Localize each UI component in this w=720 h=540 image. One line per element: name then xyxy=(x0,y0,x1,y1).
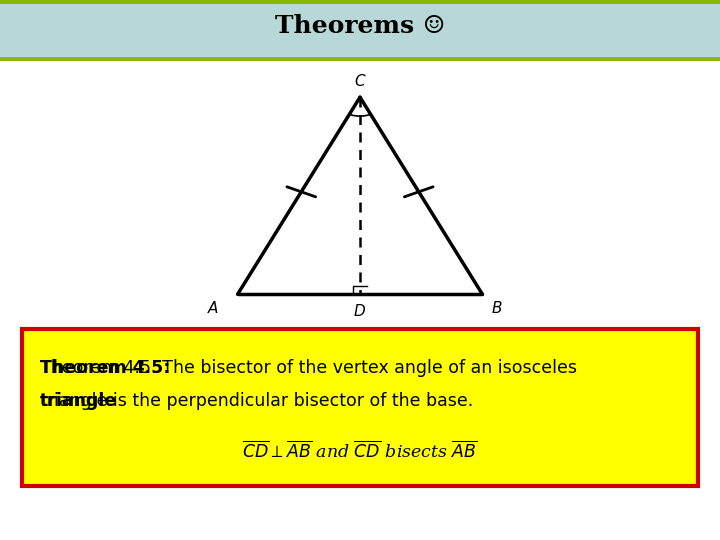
FancyBboxPatch shape xyxy=(22,329,698,486)
Text: $B$: $B$ xyxy=(491,300,503,316)
Text: $C$: $C$ xyxy=(354,73,366,89)
Bar xyxy=(0,4,720,57)
Text: Theorem 4.5: The bisector of the vertex angle of an isosceles: Theorem 4.5: The bisector of the vertex … xyxy=(40,359,577,377)
Text: triangle: triangle xyxy=(40,392,117,409)
Text: Theorems ☺: Theorems ☺ xyxy=(275,14,445,38)
Text: $D$: $D$ xyxy=(354,303,366,320)
Text: triangle is the perpendicular bisector of the base.: triangle is the perpendicular bisector o… xyxy=(40,392,473,409)
Text: $\overline{CD} \perp \overline{AB}$ and $\overline{CD}$ bisects $\overline{AB}$: $\overline{CD} \perp \overline{AB}$ and … xyxy=(242,440,478,462)
Bar xyxy=(0,0,720,61)
Text: Theorem 4.5:: Theorem 4.5: xyxy=(40,359,170,377)
Text: $A$: $A$ xyxy=(207,300,220,316)
